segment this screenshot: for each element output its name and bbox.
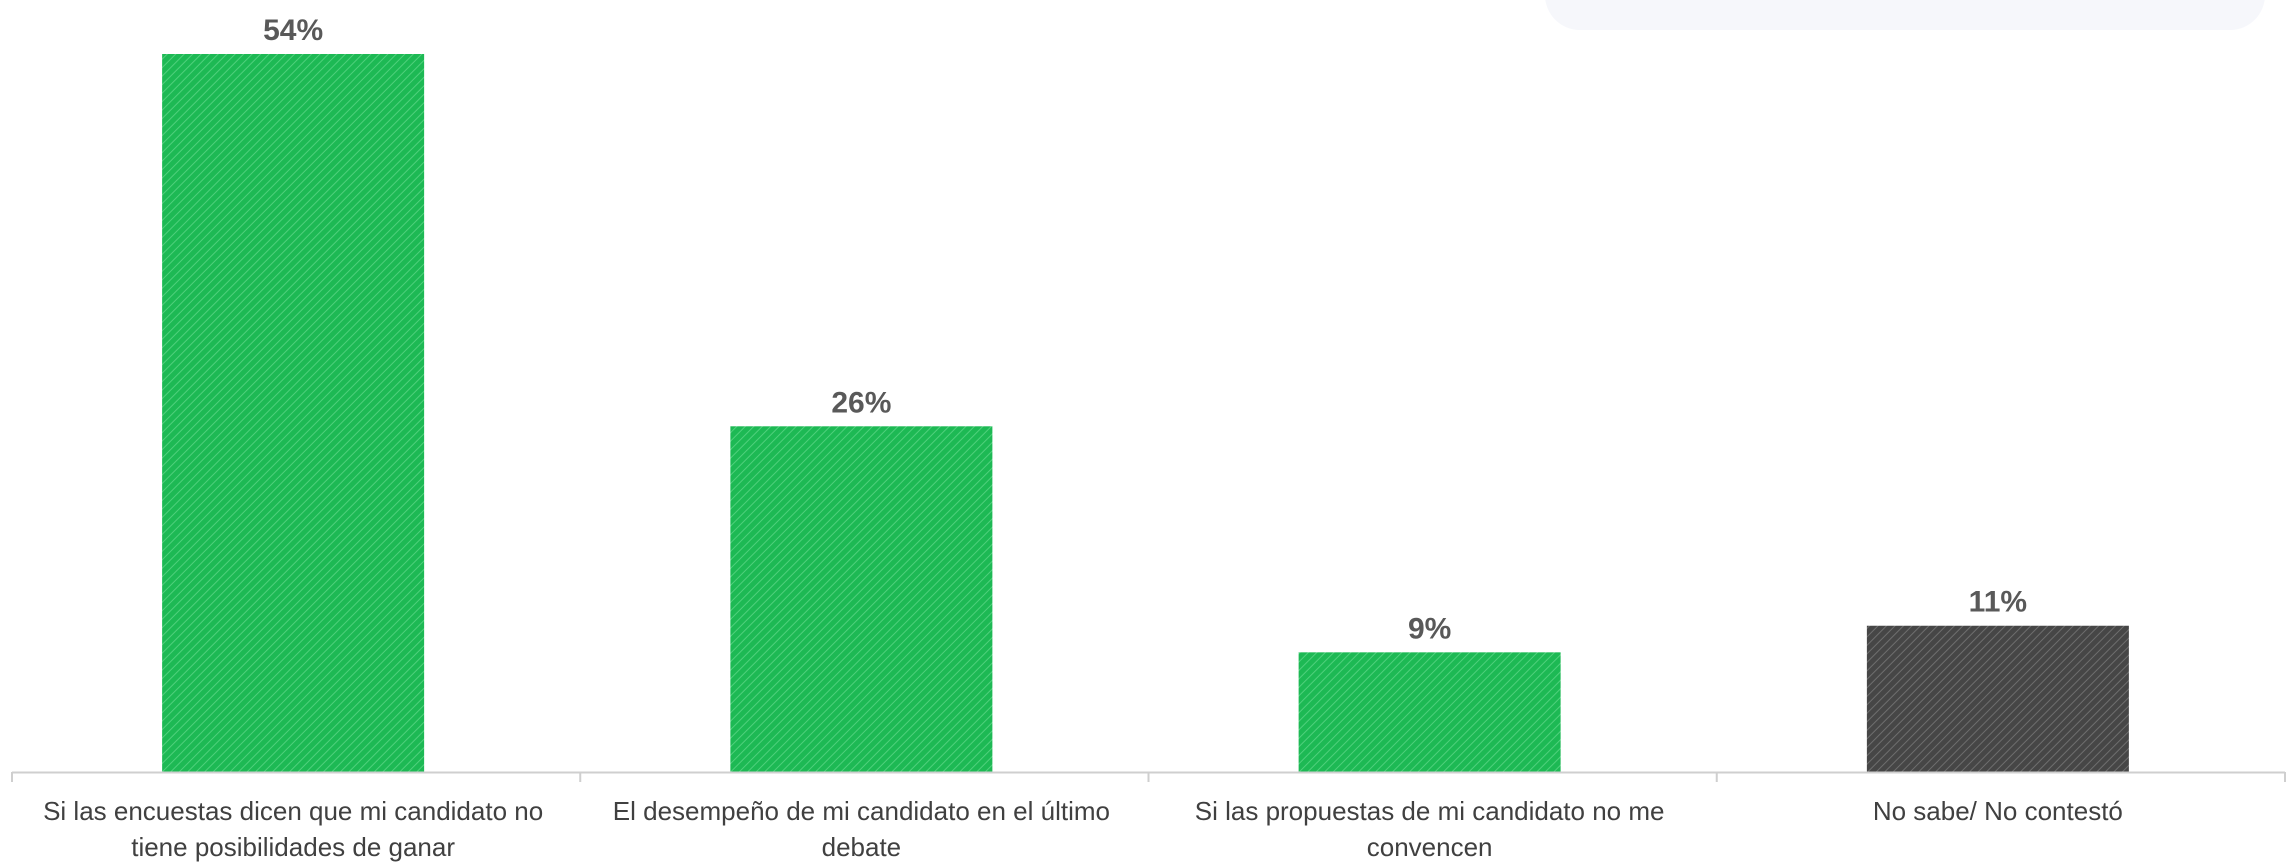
bars-layer [162, 54, 2129, 772]
category-label: convencen [1367, 832, 1493, 862]
data-label: 11% [1969, 586, 2027, 619]
category-label: Si las encuestas dicen que mi candidato … [43, 796, 543, 826]
category-label: debate [822, 832, 902, 862]
data-label: 9% [1408, 612, 1451, 645]
bar [1298, 652, 1561, 772]
category-labels-layer: Si las encuestas dicen que mi candidato … [43, 796, 2123, 862]
bar [730, 426, 993, 772]
background-shape [1545, 0, 2265, 30]
bar [162, 54, 425, 772]
category-label: Si las propuestas de mi candidato no me [1195, 796, 1665, 826]
category-label: No sabe/ No contestó [1873, 796, 2123, 826]
data-labels-layer: 54% 26% 9% 11% [263, 14, 2027, 645]
data-label: 54% [263, 14, 323, 47]
data-label: 26% [831, 386, 891, 419]
bar [1866, 625, 2129, 772]
category-label: tiene posibilidades de ganar [131, 832, 455, 862]
x-axis [11, 771, 2286, 782]
category-label: El desempeño de mi candidato en el últim… [613, 796, 1110, 826]
